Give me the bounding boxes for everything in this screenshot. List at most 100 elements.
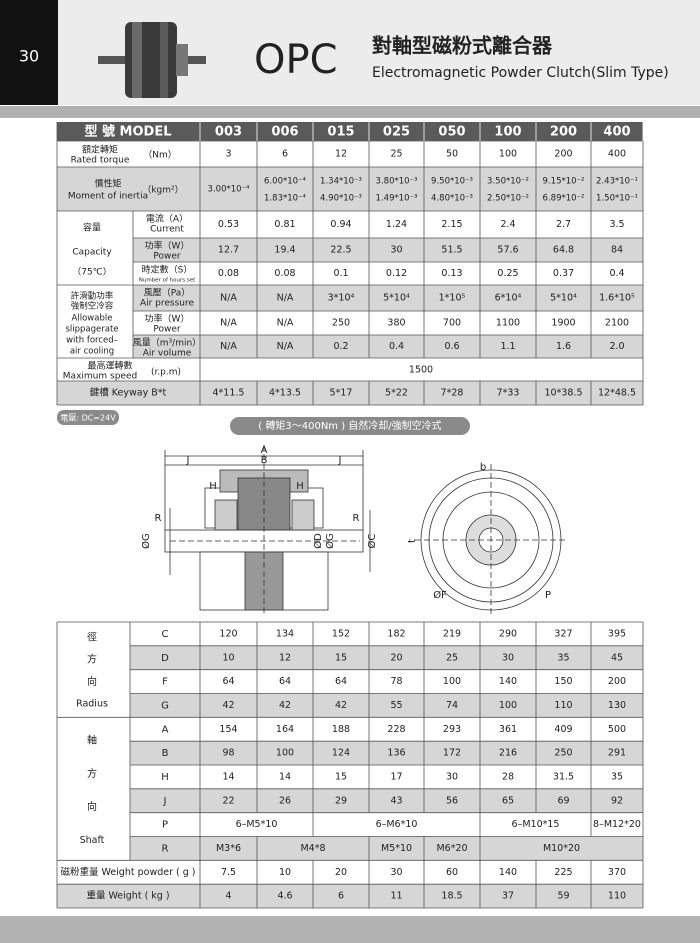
cell-text: M5*10 <box>381 843 412 854</box>
cell-text: 216 <box>499 748 517 759</box>
cell-text: 42 <box>222 700 234 711</box>
cell-text: 1*10⁵ <box>439 293 466 304</box>
cell-text: 0.4 <box>389 341 404 352</box>
cell-text: 4.6 <box>277 891 292 902</box>
drawing-label: ØG <box>324 533 336 549</box>
cell-text: 15 <box>335 771 347 782</box>
cell-text: 219 <box>443 628 461 639</box>
cell-text: 0.94 <box>330 219 351 230</box>
cell-text: 56 <box>446 795 458 806</box>
cell-text: B <box>162 748 169 759</box>
cell-text: 1.49*10⁻³ <box>376 194 418 204</box>
drawing-label: R <box>353 513 360 524</box>
cell-text: 0.6 <box>444 341 459 352</box>
drawing-label: J <box>186 455 190 466</box>
spec-table: 型 號 MODEL 003 006 015 025 050 100 200 400 額定轉矩Rat… <box>56 122 644 406</box>
cell-text: 69 <box>557 795 569 806</box>
cell-text: 25 <box>390 149 402 160</box>
cell-text: 20 <box>335 867 347 878</box>
cell-text: 11 <box>390 891 402 902</box>
cell-bg <box>130 741 643 765</box>
cell-text: R <box>162 843 169 854</box>
cell-text: 327 <box>554 628 572 639</box>
cell-text: 98 <box>222 748 234 759</box>
cell-text: 78 <box>390 676 402 687</box>
cell-text: 14 <box>279 771 291 782</box>
cell-text: 7*33 <box>497 388 520 399</box>
cell-text: 6.00*10⁻⁴ <box>264 177 306 187</box>
cell-text: 293 <box>443 724 461 735</box>
cell-text: 12.7 <box>218 245 239 256</box>
cell-text: 1900 <box>551 318 575 329</box>
cell-text: 4 <box>225 891 231 902</box>
cell-text: slippagerate <box>65 325 118 335</box>
model-number: 400 <box>603 125 630 140</box>
cell-text: 徑 <box>87 631 97 644</box>
cell-text: N/A <box>220 293 237 304</box>
cell-text: 100 <box>499 149 517 160</box>
cell-text: 0.08 <box>274 268 295 279</box>
cell-text: （75℃） <box>72 267 112 278</box>
cell-text: 26 <box>279 795 291 806</box>
cell-text: 134 <box>276 628 294 639</box>
cell-text: 3.00*10⁻⁴ <box>208 185 250 195</box>
cell-text: 64.8 <box>553 245 574 256</box>
cell-text: 380 <box>387 318 405 329</box>
model-title: OPC <box>254 37 338 83</box>
cell-text: 12 <box>335 149 347 160</box>
cell-text: 8–M12*20 <box>593 819 641 830</box>
product-image <box>98 22 206 98</box>
cell-text: 140 <box>499 867 517 878</box>
drawing-label: ØC <box>366 534 378 549</box>
cell-text: 9.15*10⁻² <box>543 177 585 187</box>
model-number: 050 <box>438 125 465 140</box>
cell-text: 功率（W） <box>145 240 190 252</box>
cell-text: 2.7 <box>556 219 571 230</box>
voltage-badge <box>57 410 119 425</box>
cell-text: 功率（W） <box>145 313 190 325</box>
model-number: 006 <box>271 125 298 140</box>
cell-text: Number of hours set <box>139 278 196 284</box>
cell-text: 164 <box>276 724 294 735</box>
cell-text: 0.1 <box>333 268 348 279</box>
cell-text: N/A <box>220 341 237 352</box>
cell-text: (r.p.m) <box>151 368 181 378</box>
cell-text: 強制空冷容 <box>71 301 114 312</box>
cell-bg <box>130 693 643 718</box>
cell-text: 51.5 <box>441 245 462 256</box>
cell-text: 0.37 <box>553 268 574 279</box>
drawing-label: ØG <box>140 533 152 549</box>
cell-text: 64 <box>335 676 347 687</box>
cell-text: 最高運轉數 <box>87 360 132 372</box>
cell-text: 60 <box>446 867 458 878</box>
cell-text: （Nm） <box>143 150 177 161</box>
cell-text: 100 <box>276 748 294 759</box>
cell-text: 291 <box>608 748 626 759</box>
cell-text: 31.5 <box>553 771 574 782</box>
cell-text: 7*28 <box>441 388 464 399</box>
cell-text: 慣性矩 <box>94 178 121 190</box>
cell-text: 2.43*10⁻¹ <box>596 177 638 187</box>
cell-text: 4*11.5 <box>213 388 245 399</box>
model-number: 025 <box>383 125 410 140</box>
cell-text: 154 <box>219 724 237 735</box>
cell-text: Air pressure <box>140 299 195 309</box>
cell-text: 64 <box>222 676 234 687</box>
model-number: 200 <box>550 125 577 140</box>
model-number: 015 <box>327 125 354 140</box>
cell-text: 120 <box>219 628 237 639</box>
cell-text: Power <box>153 252 181 262</box>
cell-text: 136 <box>387 748 405 759</box>
cell-text: 290 <box>499 628 517 639</box>
cell-text: 1100 <box>496 318 520 329</box>
cell-text: 25 <box>446 652 458 663</box>
cell-text: Shaft <box>80 835 105 846</box>
cell-text: 110 <box>608 891 626 902</box>
cell-text: 19.4 <box>274 245 295 256</box>
cell-text: Current <box>150 225 184 235</box>
cell-text: 152 <box>332 628 350 639</box>
cell-text: G <box>161 700 169 711</box>
cell-text: 10 <box>222 652 234 663</box>
cell-text: Allowable <box>72 314 113 324</box>
